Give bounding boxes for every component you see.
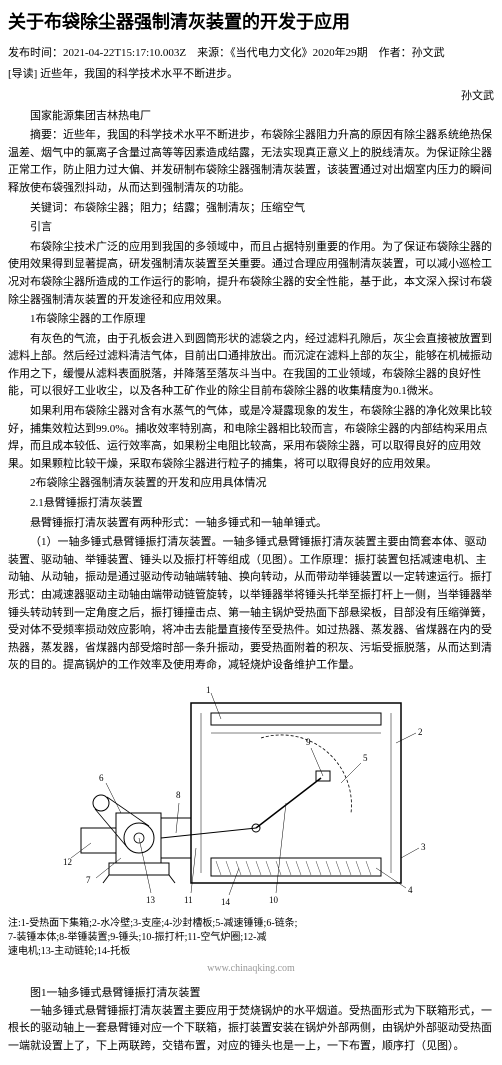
figure-1-caption: 图1一轴多锤式悬臂锤振打清灰装置 (8, 985, 494, 1003)
svg-text:3: 3 (421, 842, 426, 852)
watermark-text: www.chinaqking.com (8, 961, 494, 977)
section1-para2: 如果利用布袋除尘器对含有水蒸气的气体，或是冷凝露现象的发生，布袋除尘器的净化效果… (8, 403, 494, 473)
figure-notes-line2: 7-装锤本体;8-举锤装置;9-锤头;10-振打杆;11-空气炉圈;12-减 (8, 931, 494, 945)
para-after-figure: 一轴多锤式悬臂锤振打清灰装置主要应用于焚烧锅炉的水平烟道。受热面形式为下联箱形式… (8, 1003, 494, 1056)
abstract-para: 摘要：近些年，我国的科学技术水平不断进步，布袋除尘器阻力升高的原因有除尘器系统绝… (8, 127, 494, 197)
figure-notes-line1: 注:1-受热面下集箱;2-水冷壁;3-支座;4-沙封槽板;5-减速锤锤;6-链条… (8, 917, 494, 931)
svg-text:2: 2 (418, 727, 423, 737)
svg-text:14: 14 (221, 897, 231, 907)
svg-text:10: 10 (269, 895, 279, 905)
section1-title: 1布袋除尘器的工作原理 (8, 311, 494, 329)
intro-para: 布袋除尘技术广泛的应用到我国的多领域中，而且占据特别重要的作用。为了保证布袋除尘… (8, 239, 494, 309)
svg-text:11: 11 (184, 895, 193, 905)
article-affiliation: 国家能源集团吉林热电厂 (8, 108, 494, 126)
svg-text:5: 5 (363, 753, 368, 763)
svg-text:8: 8 (176, 790, 181, 800)
svg-text:7: 7 (86, 875, 91, 885)
svg-text:6: 6 (99, 773, 104, 783)
figure-notes-line3: 速电机;13-主动链轮;14-托板 (8, 945, 494, 959)
svg-text:4: 4 (408, 885, 413, 895)
article-intro: [导读] 近些年，我国的科学技术水平不断进步。 (8, 66, 494, 84)
intro-title: 引言 (8, 219, 494, 237)
keywords-para: 关键词：布袋除尘器；阻力；结露；强制清灰；压缩空气 (8, 200, 494, 218)
svg-text:9: 9 (306, 737, 311, 747)
technical-diagram: 1 2 3 4 5 6 7 8 9 10 (61, 683, 441, 913)
section2-1-1-title: （1）一轴多锤式悬臂锤振打清灰装置。一轴多锤式悬臂锤振打清灰装置主要由筒套本体、… (8, 534, 494, 675)
svg-text:1: 1 (206, 685, 211, 695)
section2-1-title: 2.1悬臂锤振打清灰装置 (8, 495, 494, 513)
section2-title: 2布袋除尘器强制清灰装置的开发和应用具体情况 (8, 475, 494, 493)
article-meta: 发布时间：2021-04-22T15:17:10.003Z 来源：《当代电力文化… (8, 45, 494, 63)
svg-text:13: 13 (146, 895, 156, 905)
section1-para: 有灰色的气流，由于孔板会进入到圆筒形状的滤袋之内，经过滤料孔隙后，灰尘会直接被放… (8, 331, 494, 401)
figure-1: 1 2 3 4 5 6 7 8 9 10 (8, 683, 494, 977)
article-title: 关于布袋除尘器强制清灰装置的开发于应用 (8, 8, 494, 37)
svg-text:12: 12 (63, 857, 72, 867)
section2-1-para: 悬臂锤振打清灰装置有两种形式：一轴多锤式和一轴单锤式。 (8, 515, 494, 533)
article-author: 孙文武 (8, 88, 494, 106)
figure-notes: 注:1-受热面下集箱;2-水冷壁;3-支座;4-沙封槽板;5-减速锤锤;6-链条… (8, 917, 494, 959)
